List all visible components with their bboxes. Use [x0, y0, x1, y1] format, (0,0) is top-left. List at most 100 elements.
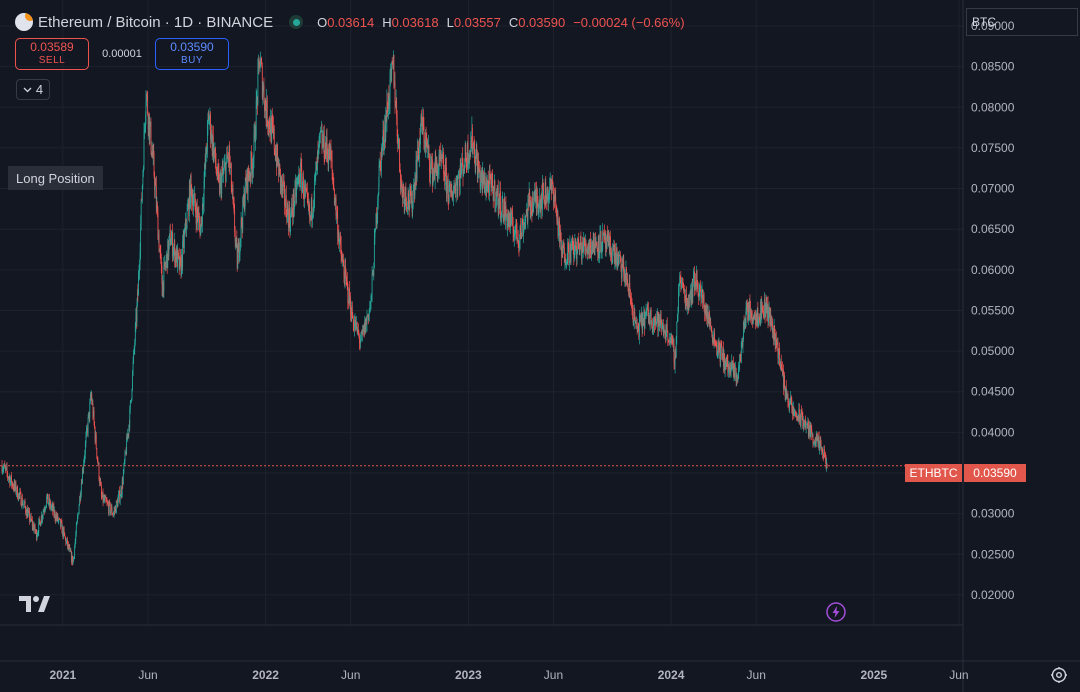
candle-body [805, 420, 807, 428]
candle-body [408, 204, 410, 208]
long-position-tag[interactable]: Long Position [8, 166, 103, 190]
candle-body [693, 271, 695, 277]
candle-body [701, 289, 703, 291]
candle-body [520, 226, 522, 235]
candle-body [654, 316, 655, 326]
candle-body [313, 198, 315, 206]
indicators-toggle-button[interactable]: 4 [16, 79, 50, 100]
candle-body [110, 507, 112, 511]
candle-body [685, 293, 687, 305]
candle-body [394, 81, 395, 86]
candle-body [816, 433, 818, 441]
candle-body [824, 449, 825, 455]
lightning-icon[interactable] [826, 602, 846, 622]
candle-body [310, 199, 312, 217]
candle-body [120, 489, 122, 497]
currency-selector[interactable]: BTC [966, 8, 1078, 36]
candle-body [734, 364, 735, 378]
candle-body [79, 496, 81, 500]
candle-body [46, 493, 48, 498]
candle-body [122, 472, 124, 485]
candle-body [186, 210, 188, 229]
candle-body [699, 284, 701, 292]
candle-body [215, 147, 216, 164]
candle-body [703, 294, 704, 303]
candle-body [2, 469, 4, 471]
candle-body [10, 475, 12, 480]
candle-body [308, 204, 310, 209]
candle-body [194, 193, 196, 206]
candle-body [184, 228, 186, 233]
candle-body [63, 529, 64, 537]
candle-body [716, 350, 718, 355]
candle-body [326, 137, 327, 154]
candle-body [417, 140, 419, 161]
candle-body [718, 342, 719, 352]
candle-body [469, 150, 471, 152]
candle-body [396, 117, 398, 137]
candle-body [159, 249, 161, 252]
candle-body [342, 259, 344, 261]
candle-body [87, 428, 88, 433]
buy-button[interactable]: 0.03590 BUY [155, 38, 229, 70]
candle-body [462, 162, 464, 177]
tradingview-logo-icon[interactable] [19, 596, 51, 612]
sell-button[interactable]: 0.03589 SELL [15, 38, 89, 70]
candle-body [420, 130, 421, 145]
candle-body [263, 85, 265, 103]
candle-body [499, 191, 501, 205]
candle-body [595, 243, 597, 247]
candle-body [148, 113, 150, 130]
candle-body [470, 141, 472, 152]
candle-body [475, 151, 477, 156]
candle-body [797, 418, 799, 420]
candle-body [73, 557, 74, 562]
candle-body [773, 328, 774, 341]
candle-body [527, 199, 529, 221]
candle-body [260, 60, 262, 67]
candle-body [241, 218, 243, 225]
candle-body [290, 214, 291, 233]
candle-body [613, 244, 615, 251]
candle-body [492, 178, 494, 191]
symbol-title[interactable]: Ethereum / Bitcoin · 1D · BINANCE [38, 13, 274, 31]
candle-body [784, 388, 786, 397]
candle-body [744, 323, 746, 329]
candle-body [771, 321, 773, 322]
candle-body [485, 191, 486, 193]
candle-body [337, 214, 339, 238]
candle-body [428, 145, 430, 155]
candle-body [710, 321, 712, 327]
candle-body [721, 358, 723, 360]
gear-icon[interactable] [1050, 666, 1068, 684]
candle-body [545, 182, 547, 203]
candle-body [636, 322, 638, 330]
candle-body [368, 310, 370, 320]
candle-body [505, 205, 507, 216]
candle-body [802, 420, 804, 428]
candle-body [608, 235, 610, 242]
candle-body [528, 199, 529, 204]
candle-body [534, 190, 536, 193]
price-tick-label: 0.06000 [971, 263, 1015, 277]
candle-body [406, 198, 407, 208]
candle-body [103, 497, 104, 503]
candle-body [662, 325, 664, 327]
candle-body [772, 328, 774, 332]
market-status-icon[interactable] [289, 15, 304, 29]
candle-body [442, 154, 443, 159]
candle-body [372, 271, 374, 276]
candle-body [174, 252, 176, 263]
candle-body [133, 348, 135, 351]
candle-body [96, 456, 98, 459]
candle-body [556, 213, 558, 220]
candle-body [80, 483, 82, 494]
candle-body [217, 165, 219, 173]
candle-body [553, 191, 554, 202]
candle-body [396, 100, 398, 118]
candle-body [525, 215, 527, 216]
candle-body [61, 522, 63, 534]
candle-body [444, 177, 446, 186]
candle-body [410, 193, 412, 204]
